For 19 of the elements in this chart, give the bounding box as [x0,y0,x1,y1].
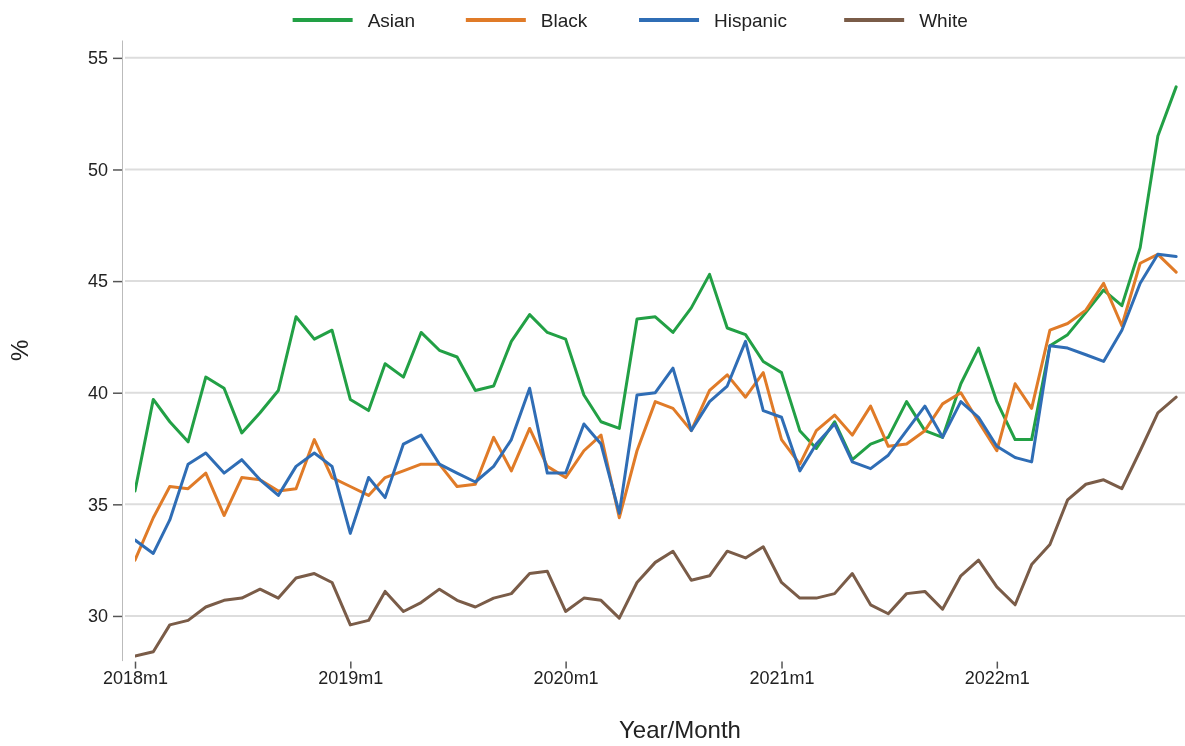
x-tick-label: 2022m1 [964,668,1030,689]
x-tick-label: 2019m1 [318,668,384,689]
line-series [135,85,1178,493]
y-tick-label: 55 [87,48,108,69]
legend-label: White [919,9,968,31]
x-axis-title: Year/Month [619,716,741,743]
legend-label: Black [540,9,588,31]
x-tick-label: 2021m1 [749,668,815,689]
legend-label: Hispanic [714,9,787,31]
y-tick-label: 50 [87,159,108,180]
y-axis-title: % [6,339,33,361]
legend-label: Asian [367,9,416,31]
line-series [135,395,1178,658]
y-tick-label: 45 [87,271,108,292]
y-tick-label: 40 [87,382,108,403]
y-tick-label: 30 [87,606,108,627]
x-tick-label: 2020m1 [533,668,599,689]
y-tick-label: 35 [87,494,108,515]
x-tick-label: 2018m1 [102,668,169,689]
